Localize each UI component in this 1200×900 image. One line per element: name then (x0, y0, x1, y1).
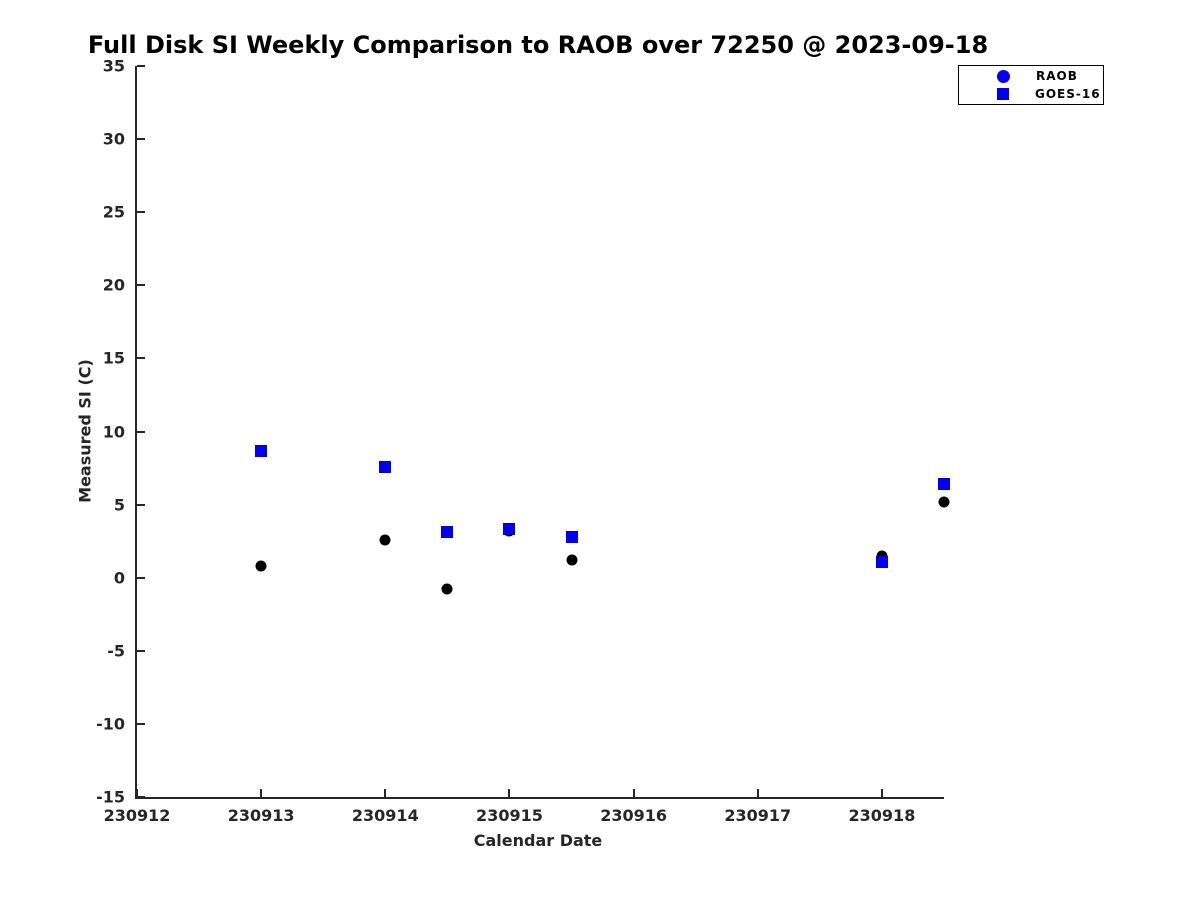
goes-16-data-point (503, 523, 516, 536)
x-tick-label: 230916 (600, 806, 668, 825)
y-tick-label: 10 (102, 422, 125, 441)
legend-item-goes-16: GOES-16 (959, 85, 1103, 103)
y-tick-label: 25 (102, 202, 125, 222)
x-axis-tick (384, 789, 387, 797)
legend-label: RAOB (1036, 69, 1078, 83)
goes-16-data-point (379, 460, 392, 473)
x-axis-tick (260, 789, 263, 797)
y-axis-tick (137, 722, 145, 725)
y-tick-label: 30 (102, 129, 125, 149)
y-tick-label: 0 (113, 568, 125, 588)
y-axis-tick (137, 284, 145, 287)
y-axis-tick (137, 138, 145, 141)
x-axis-tick (136, 789, 138, 797)
y-axis-label: Measured SI (C) (75, 359, 95, 503)
goes-16-legend-marker-icon (997, 88, 1009, 100)
y-axis-tick (137, 430, 145, 433)
y-axis-tick (137, 576, 145, 579)
plot-area: 230912 230913 230914 230915 230916 230917 2309… (96, 57, 950, 825)
x-axis-tick (880, 789, 883, 797)
x-axis-tick (508, 789, 511, 797)
y-tick-label: 15 (102, 348, 125, 368)
raob-data-point (938, 496, 950, 508)
x-axis-tick (756, 789, 759, 797)
raob-legend-marker-icon (997, 69, 1010, 83)
goes-16-data-point (441, 526, 454, 539)
y-axis-tick (137, 357, 145, 360)
raob-data-point (379, 534, 391, 546)
raob-data-point (566, 554, 578, 566)
x-tick-label: 230912 (103, 806, 171, 825)
y-axis-tick (137, 796, 145, 798)
goes-16-data-point (938, 478, 950, 491)
y-tick-label: -10 (96, 714, 125, 734)
x-tick-label: 230917 (724, 806, 792, 825)
x-tick-label: 230915 (476, 806, 543, 825)
goes-16-data-point (875, 555, 888, 568)
y-tick-label: -5 (107, 641, 125, 661)
x-tick-label: 230918 (848, 806, 916, 825)
goes-16-data-point (255, 444, 268, 457)
y-tick-label: -15 (96, 787, 125, 807)
y-axis-tick (137, 211, 145, 214)
legend: RAOB GOES-16 (958, 65, 1104, 105)
y-tick-label: 35 (102, 56, 125, 76)
x-axis-label: Calendar Date (473, 831, 603, 850)
y-axis-tick (137, 649, 145, 652)
goes-16-data-point (565, 530, 578, 543)
legend-label: GOES-16 (1035, 87, 1101, 101)
x-tick-label: 230914 (351, 806, 419, 825)
y-tick-label: 5 (113, 495, 125, 515)
legend-item-raob: RAOB (959, 67, 1103, 85)
y-axis-tick (137, 503, 145, 506)
y-tick-label: 20 (102, 275, 125, 295)
chart-title: Full Disk SI Weekly Comparison to RAOB o… (87, 31, 989, 59)
raob-data-point (255, 560, 267, 572)
x-axis-tick (632, 789, 635, 797)
x-tick-label: 230913 (227, 806, 295, 825)
y-axis-tick (137, 65, 145, 67)
raob-data-point (441, 583, 453, 595)
